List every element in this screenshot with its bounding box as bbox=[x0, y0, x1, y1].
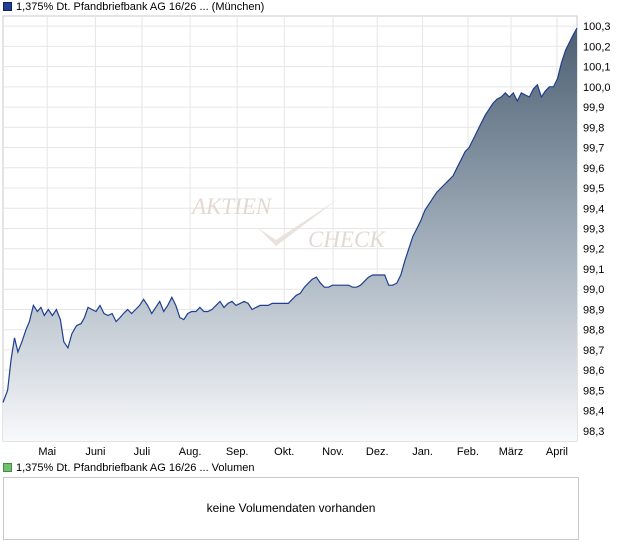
y-tick-label: 99,7 bbox=[583, 143, 604, 155]
x-tick-label: Nov. bbox=[322, 446, 344, 458]
price-area bbox=[3, 28, 577, 441]
y-tick-label: 100,1 bbox=[583, 62, 611, 74]
y-tick-label: 98,5 bbox=[583, 385, 604, 397]
y-tick-label: 98,7 bbox=[583, 345, 604, 357]
volume-legend: 1,375% Dt. Pfandbriefbank AG 16/26 ... V… bbox=[3, 461, 255, 475]
x-tick-label: Okt. bbox=[274, 446, 294, 458]
x-tick-label: Aug. bbox=[179, 446, 202, 458]
price-legend: 1,375% Dt. Pfandbriefbank AG 16/26 ... (… bbox=[3, 0, 264, 14]
y-tick-label: 99,1 bbox=[583, 264, 604, 276]
x-tick-label: Juli bbox=[134, 446, 151, 458]
volume-empty-message: keine Volumendaten vorhanden bbox=[206, 501, 376, 515]
x-tick-label: Sep. bbox=[226, 446, 249, 458]
aktiencheck-watermark: Aktien Check bbox=[190, 194, 386, 252]
y-tick-label: 99,6 bbox=[583, 163, 604, 175]
y-tick-label: 99,4 bbox=[583, 203, 604, 215]
y-axis-ticks: 98,3 98,4 98,5 98,6 98,7 98,8 98,9 99,0 99,1 99,2… bbox=[583, 21, 611, 438]
x-tick-label: Juni bbox=[85, 446, 105, 458]
y-tick-label: 99,8 bbox=[583, 122, 604, 134]
volume-legend-swatch bbox=[3, 463, 12, 472]
volume-chart: keine Volumendaten vorhanden bbox=[3, 477, 579, 540]
price-chart: Aktien Check 98,398,498,598,698,798,898,… bbox=[2, 15, 611, 458]
x-tick-label: Dez. bbox=[366, 446, 389, 458]
x-tick-label: Jan. bbox=[412, 446, 433, 458]
watermark-word-2: Check bbox=[308, 227, 386, 252]
y-tick-label: 98,6 bbox=[583, 365, 604, 377]
x-tick-label: März bbox=[499, 446, 523, 458]
y-tick-label: 98,8 bbox=[583, 325, 604, 337]
x-tick-label: April bbox=[546, 446, 568, 458]
y-tick-label: 99,3 bbox=[583, 224, 604, 236]
x-axis-ticks: Mai Juni Juli Aug. Sep. Okt. Nov. Dez. Jan. Feb. M… bbox=[38, 446, 568, 458]
x-tick-label: Feb. bbox=[457, 446, 479, 458]
price-line bbox=[2, 27, 578, 403]
volume-legend-label: 1,375% Dt. Pfandbriefbank AG 16/26 ... V… bbox=[16, 462, 255, 474]
price-legend-swatch bbox=[3, 2, 12, 11]
y-tick-label: 98,4 bbox=[583, 406, 604, 418]
y-tick-label: 99,9 bbox=[583, 102, 604, 114]
y-tick-label: 99,2 bbox=[583, 244, 604, 256]
y-tick-label: 99,5 bbox=[583, 183, 604, 195]
x-tick-label: Mai bbox=[38, 446, 56, 458]
watermark-word-1: Aktien bbox=[190, 194, 273, 219]
y-tick-label: 99,0 bbox=[583, 284, 604, 296]
price-legend-label: 1,375% Dt. Pfandbriefbank AG 16/26 ... (… bbox=[16, 1, 265, 13]
y-tick-label: 100,2 bbox=[583, 41, 611, 53]
y-tick-label: 98,3 bbox=[583, 426, 604, 438]
y-tick-label: 100,0 bbox=[583, 82, 611, 94]
y-tick-label: 100,3 bbox=[583, 21, 611, 33]
y-tick-label: 98,9 bbox=[583, 304, 604, 316]
